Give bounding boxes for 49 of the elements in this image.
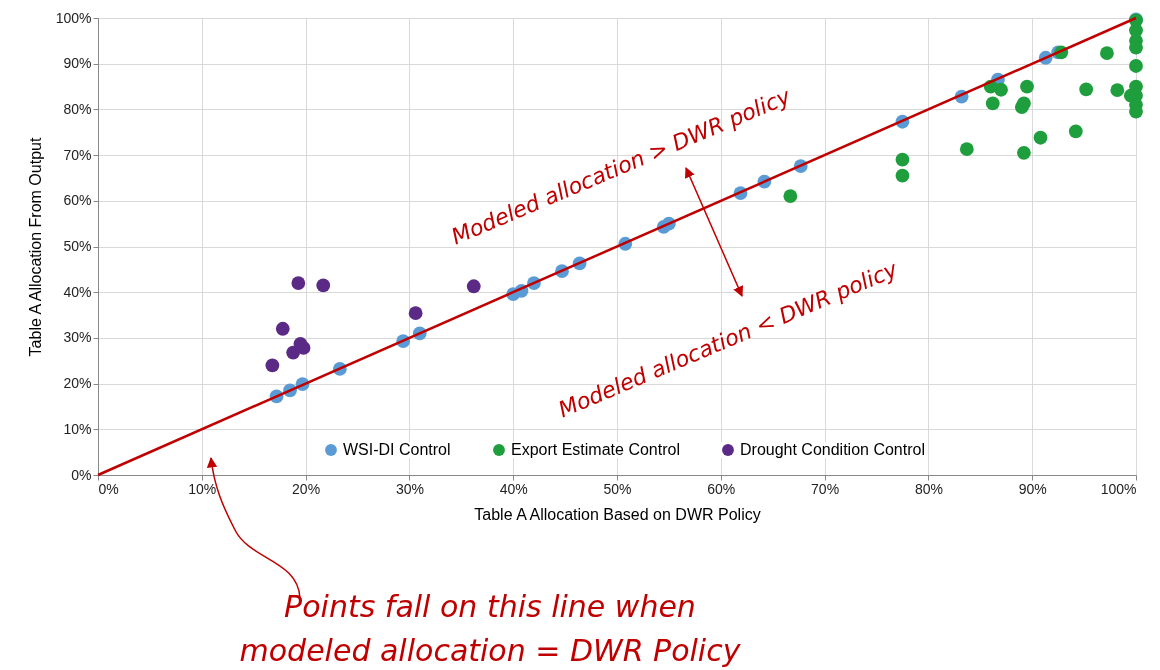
y-tick-label: 100% [55, 9, 92, 26]
point [316, 278, 331, 293]
x-tick-label: 0% [98, 480, 119, 497]
legend-label: WSI-DI Control [343, 441, 451, 458]
point [994, 82, 1008, 97]
point [408, 306, 423, 321]
y-tick-label: 20% [63, 375, 92, 392]
x-tick-label: 80% [914, 480, 943, 497]
point [783, 189, 798, 204]
y-tick-label: 10% [63, 420, 92, 437]
point [1068, 124, 1083, 139]
legend-label: Drought Condition Control [740, 441, 925, 458]
point [1079, 82, 1094, 97]
text: Points fall on this line when modeled allocation = DWR Policy [238, 588, 742, 670]
point [959, 142, 974, 157]
point [985, 96, 1000, 111]
point [895, 168, 910, 183]
x-tick-label: 100% [1100, 480, 1137, 497]
y-tick-label: 80% [63, 100, 92, 117]
point [1020, 79, 1034, 94]
point [1017, 96, 1031, 111]
legend-label: Export Estimate Control [511, 441, 680, 458]
y-tick-label: 40% [63, 283, 92, 300]
point [265, 358, 280, 373]
point [1100, 46, 1114, 61]
x-tick-label: 60% [707, 480, 736, 497]
x-tick-label: 90% [1018, 480, 1047, 497]
x-tick-label: 70% [811, 480, 840, 497]
y-tick-label: 90% [63, 55, 92, 72]
point [1129, 59, 1143, 73]
x-tick-label: 50% [603, 480, 632, 497]
point [1110, 83, 1125, 98]
y-tick-label: 70% [63, 146, 92, 163]
x-tick-label: 10% [188, 480, 217, 497]
point [275, 321, 290, 336]
y-tick-label: 60% [63, 192, 92, 209]
x-tick-label: 40% [499, 480, 528, 497]
y-tick-label: 30% [63, 329, 92, 346]
point [1033, 130, 1048, 145]
point [291, 276, 306, 290]
x-tick-label: 20% [292, 480, 321, 497]
y-tick-label: 0% [71, 466, 92, 483]
y-tick-label: 50% [63, 238, 92, 254]
x-axis-title: Table A Allocation Based on DWR Policy [474, 505, 761, 523]
point [466, 279, 481, 294]
y-axis-title: Table A Allocation From Output [26, 137, 44, 357]
x-tick-label: 30% [395, 480, 424, 497]
point [1017, 145, 1031, 160]
point [895, 152, 910, 167]
